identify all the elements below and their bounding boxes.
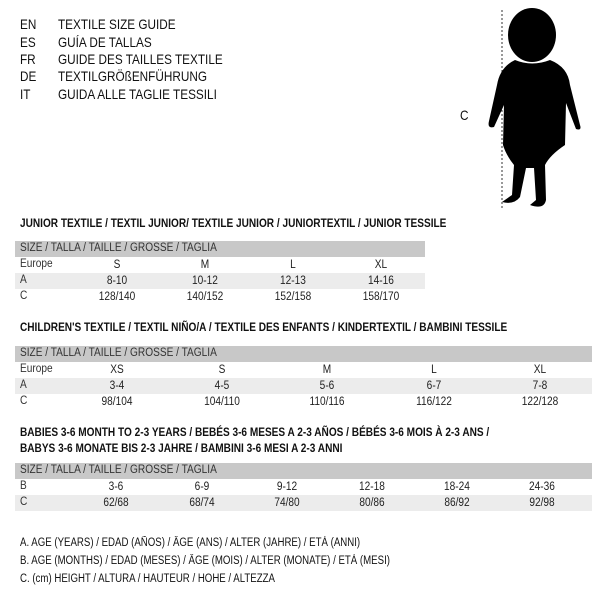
table-cell: 12-13 xyxy=(280,275,306,287)
table-cell: 98/104 xyxy=(101,396,133,408)
language-code: EN xyxy=(20,16,37,32)
table-cell: XL xyxy=(533,364,547,376)
table-title: JUNIOR TEXTILE / TEXTIL JUNIOR/ TEXTILE … xyxy=(20,216,447,230)
language-title: GUIDE DES TAILLES TEXTILE xyxy=(58,51,223,67)
table-cell: 18-24 xyxy=(444,481,470,493)
table-title: BABYS 3-6 MONATE BIS 2-3 JAHRE / BAMBINI… xyxy=(20,441,343,455)
size-table: SIZE / TALLA / TAILLE / GRÖSSE / TAGLIA E… xyxy=(15,346,592,410)
table-cell: M xyxy=(200,259,210,271)
table-title: CHILDREN'S TEXTILE / TEXTIL NIÑO/A / TEX… xyxy=(20,320,508,334)
table-cell: M xyxy=(322,364,332,376)
table-row: A 8-10 10-12 12-13 14-16 xyxy=(15,273,425,289)
table-cell: 3-4 xyxy=(109,380,125,392)
table-row: A 3-4 4-5 5-6 6-7 7-8 xyxy=(15,378,592,394)
table-cell: 92/98 xyxy=(529,497,555,509)
language-title: TEXTILGRÖßENFÜHRUNG xyxy=(58,68,207,84)
table-cell: S xyxy=(218,364,226,376)
table-row: Europe S M L XL xyxy=(15,257,425,273)
table-cell: 140/152 xyxy=(186,291,224,303)
language-title: TEXTILE SIZE GUIDE xyxy=(58,16,176,32)
legend-item: A. AGE (YEARS) / EDAD (AÑOS) / ÂGE (ANS)… xyxy=(20,537,361,549)
legend-item: C. (cm) HEIGHT / ALTURA / HAUTEUR / HÖHE… xyxy=(20,573,275,585)
height-label: C xyxy=(460,107,469,123)
size-table: SIZE / TALLA / TAILLE / GRÖSSE / TAGLIA B… xyxy=(15,463,592,511)
table-cell: 158/170 xyxy=(362,291,400,303)
table-header: SIZE / TALLA / TAILLE / GRÖSSE / TAGLIA xyxy=(20,347,217,359)
language-title: GUÍA DE TALLAS xyxy=(58,34,152,50)
size-table: SIZE / TALLA / TAILLE / GRÖSSE / TAGLIA E… xyxy=(15,241,425,305)
table-cell: 14-16 xyxy=(368,275,394,287)
table-cell: 6-9 xyxy=(194,481,210,493)
row-label: A xyxy=(20,379,27,391)
legend-item: B. AGE (MONTHS) / EDAD (MESES) / ÂGE (MO… xyxy=(20,555,390,567)
row-label: C xyxy=(20,290,28,302)
table-cell: 4-5 xyxy=(214,380,230,392)
language-code: IT xyxy=(20,86,31,102)
table-cell: 12-18 xyxy=(359,481,385,493)
table-cell: 6-7 xyxy=(426,380,442,392)
table-cell: 5-6 xyxy=(319,380,335,392)
table-header-row: SIZE / TALLA / TAILLE / GRÖSSE / TAGLIA xyxy=(15,463,592,479)
table-cell: 86/92 xyxy=(444,497,470,509)
child-silhouette-icon xyxy=(488,8,581,210)
table-cell: 9-12 xyxy=(276,481,298,493)
table-cell: 8-10 xyxy=(106,275,128,287)
row-label: C xyxy=(20,395,28,407)
table-cell: 104/110 xyxy=(204,396,240,408)
table-title: BABIES 3-6 MONTH TO 2-3 YEARS / BEBÉS 3-… xyxy=(20,425,490,439)
table-cell: 116/122 xyxy=(416,396,452,408)
table-cell: S xyxy=(113,259,121,271)
row-label: B xyxy=(20,480,27,492)
table-row: Europe XS S M L XL xyxy=(15,362,592,378)
table-header-row: SIZE / TALLA / TAILLE / GRÖSSE / TAGLIA xyxy=(15,241,425,257)
table-cell: 128/140 xyxy=(98,291,136,303)
language-code: ES xyxy=(20,34,36,50)
row-label: Europe xyxy=(20,258,53,270)
table-cell: 110/116 xyxy=(309,396,345,408)
language-title: GUIDA ALLE TAGLIE TESSILI xyxy=(58,86,217,102)
table-row: C 98/104 104/110 110/116 116/122 122/128 xyxy=(15,394,592,410)
table-cell: 122/128 xyxy=(521,396,559,408)
table-header: SIZE / TALLA / TAILLE / GRÖSSE / TAGLIA xyxy=(20,242,217,254)
row-label: A xyxy=(20,274,27,286)
table-cell: 68/74 xyxy=(189,497,215,509)
language-code: DE xyxy=(20,68,37,84)
table-row: C 62/68 68/74 74/80 80/86 86/92 92/98 xyxy=(15,495,592,511)
table-cell: 74/80 xyxy=(274,497,300,509)
table-header: SIZE / TALLA / TAILLE / GRÖSSE / TAGLIA xyxy=(20,464,217,476)
table-cell: 80/86 xyxy=(359,497,385,509)
table-cell: XL xyxy=(374,259,388,271)
table-cell: 24-36 xyxy=(529,481,555,493)
table-cell: 7-8 xyxy=(532,380,548,392)
table-cell: L xyxy=(431,364,437,376)
table-cell: 10-12 xyxy=(192,275,218,287)
table-cell: 3-6 xyxy=(108,481,124,493)
table-cell: 62/68 xyxy=(103,497,129,509)
row-label: C xyxy=(20,496,28,508)
table-cell: XS xyxy=(110,364,124,376)
row-label: Europe xyxy=(20,363,53,375)
table-header-row: SIZE / TALLA / TAILLE / GRÖSSE / TAGLIA xyxy=(15,346,592,362)
table-cell: 152/158 xyxy=(274,291,312,303)
table-row: B 3-6 6-9 9-12 12-18 18-24 24-36 xyxy=(15,479,592,495)
language-code: FR xyxy=(20,51,36,67)
table-cell: L xyxy=(290,259,296,271)
table-row: C 128/140 140/152 152/158 158/170 xyxy=(15,289,425,305)
